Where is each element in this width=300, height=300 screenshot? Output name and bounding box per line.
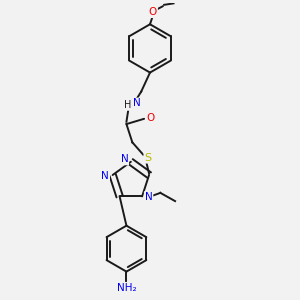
Text: N: N (133, 98, 141, 109)
Text: NH₂: NH₂ (117, 283, 136, 293)
Text: S: S (144, 153, 152, 163)
Text: N: N (121, 154, 128, 164)
Text: H: H (124, 100, 132, 110)
Text: N: N (145, 192, 152, 202)
Text: O: O (149, 7, 157, 17)
Text: O: O (146, 112, 155, 123)
Text: N: N (101, 172, 109, 182)
